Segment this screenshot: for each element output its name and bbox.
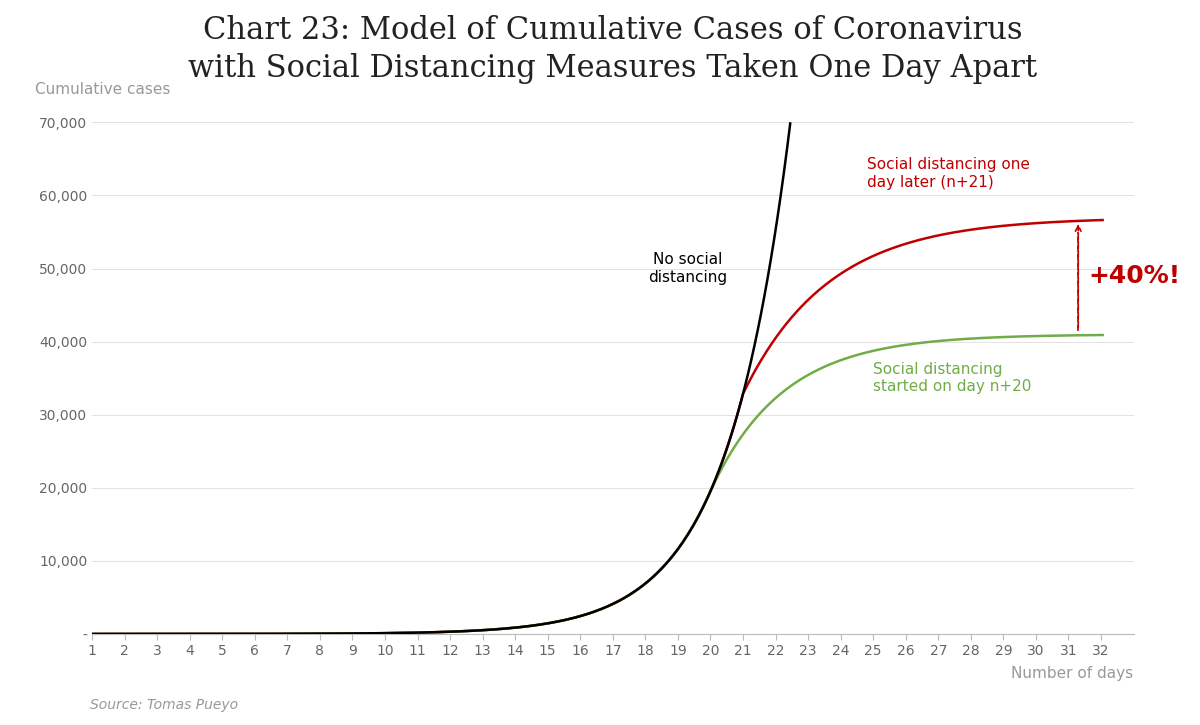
Text: +40%!: +40%! [1088,264,1180,288]
Text: Source: Tomas Pueyo: Source: Tomas Pueyo [90,698,238,712]
Text: No social
distancing: No social distancing [648,252,727,285]
Text: Social distancing one
day later (n+21): Social distancing one day later (n+21) [866,157,1030,190]
Text: Social distancing
started on day n+20: Social distancing started on day n+20 [874,362,1032,394]
X-axis label: Number of days: Number of days [1012,666,1134,681]
Title: Chart 23: Model of Cumulative Cases of Coronavirus
with Social Distancing Measur: Chart 23: Model of Cumulative Cases of C… [188,15,1037,84]
Text: Cumulative cases: Cumulative cases [35,82,170,97]
